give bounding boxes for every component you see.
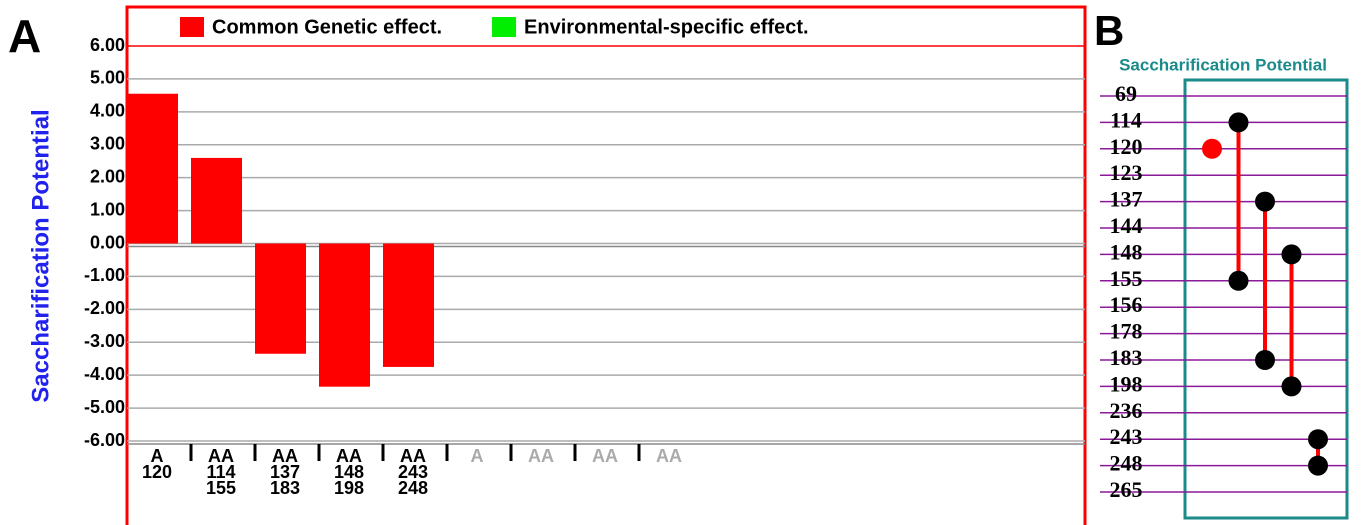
row-label: 155 bbox=[1110, 266, 1143, 291]
x-tick-label: AA bbox=[656, 446, 682, 466]
panel-b-frame bbox=[1183, 78, 1349, 520]
marker-dot bbox=[1308, 455, 1328, 476]
bar bbox=[319, 243, 370, 387]
y-tick-label: -5.00 bbox=[84, 397, 125, 417]
row-label: 265 bbox=[1110, 477, 1143, 502]
x-tick-label: AA bbox=[208, 446, 234, 466]
bar bbox=[191, 157, 242, 244]
y-tick-label: -6.00 bbox=[84, 430, 125, 450]
row-label: 123 bbox=[1110, 160, 1143, 185]
marker-dot bbox=[1228, 112, 1249, 133]
bar bbox=[255, 243, 306, 354]
x-tick-label: 148 bbox=[334, 462, 364, 482]
y-tick-label: -4.00 bbox=[84, 364, 125, 384]
row-label: 178 bbox=[1110, 319, 1143, 344]
y-tick-label: 2.00 bbox=[90, 166, 125, 186]
x-tick-label: AA bbox=[400, 446, 426, 466]
row-label: 243 bbox=[1110, 424, 1143, 449]
bar bbox=[127, 93, 178, 244]
y-tick-label: -1.00 bbox=[84, 265, 125, 285]
row-label: 183 bbox=[1110, 345, 1143, 370]
marker-dot bbox=[1228, 270, 1249, 291]
row-label: 156 bbox=[1110, 292, 1143, 317]
marker-dot bbox=[1308, 429, 1328, 450]
y-tick-label: -3.00 bbox=[84, 331, 125, 351]
x-tick-label: AA bbox=[528, 446, 554, 466]
bar bbox=[383, 243, 434, 367]
marker-dot bbox=[1281, 376, 1302, 397]
y-tick-label: 1.00 bbox=[90, 199, 125, 219]
legend-label: Environmental-specific effect. bbox=[524, 16, 809, 38]
legend-swatch bbox=[180, 17, 204, 37]
y-tick-label: 4.00 bbox=[90, 101, 125, 121]
marker-dot bbox=[1255, 191, 1275, 212]
row-label: 248 bbox=[1110, 451, 1143, 476]
x-tick-label: 155 bbox=[206, 478, 236, 498]
marker-dot bbox=[1202, 138, 1222, 159]
x-tick-label: 198 bbox=[334, 478, 364, 498]
legend-swatch bbox=[492, 17, 517, 37]
y-tick-label: 0.00 bbox=[90, 232, 125, 252]
y-axis-label: Saccharification Potential bbox=[27, 109, 54, 402]
row-label: 236 bbox=[1110, 398, 1143, 423]
x-tick-label: A bbox=[471, 446, 484, 466]
y-tick-label: 3.00 bbox=[90, 134, 125, 154]
row-label: 198 bbox=[1110, 371, 1143, 396]
x-tick-label: AA bbox=[336, 446, 362, 466]
x-tick-label: A bbox=[151, 446, 164, 466]
x-tick-label: AA bbox=[592, 446, 618, 466]
panel-label: B bbox=[1094, 7, 1124, 54]
row-label: 114 bbox=[1110, 107, 1142, 132]
panel-label: A bbox=[8, 10, 41, 62]
marker-dot bbox=[1281, 244, 1302, 265]
y-tick-label: -2.00 bbox=[84, 298, 125, 318]
row-label: 148 bbox=[1110, 239, 1143, 264]
legend-label: Common Genetic effect. bbox=[212, 16, 442, 38]
x-tick-label: AA bbox=[272, 446, 298, 466]
y-tick-label: 6.00 bbox=[90, 35, 125, 55]
marker-dot bbox=[1255, 350, 1275, 370]
x-tick-label: 120 bbox=[142, 462, 172, 482]
row-label: 120 bbox=[1110, 134, 1143, 159]
x-tick-label: 248 bbox=[398, 478, 428, 498]
x-tick-label: 183 bbox=[270, 478, 300, 498]
panel-title: Saccharification Potential bbox=[1119, 55, 1327, 74]
panel-frame bbox=[125, 5, 1087, 525]
row-label: 144 bbox=[1110, 213, 1143, 238]
x-tick-label: 114 bbox=[206, 462, 235, 482]
x-tick-label: 243 bbox=[398, 462, 428, 482]
x-tick-label: 137 bbox=[270, 462, 300, 482]
row-label: 69 bbox=[1115, 81, 1137, 106]
row-label: 137 bbox=[1110, 187, 1143, 212]
y-tick-label: 5.00 bbox=[90, 68, 125, 88]
